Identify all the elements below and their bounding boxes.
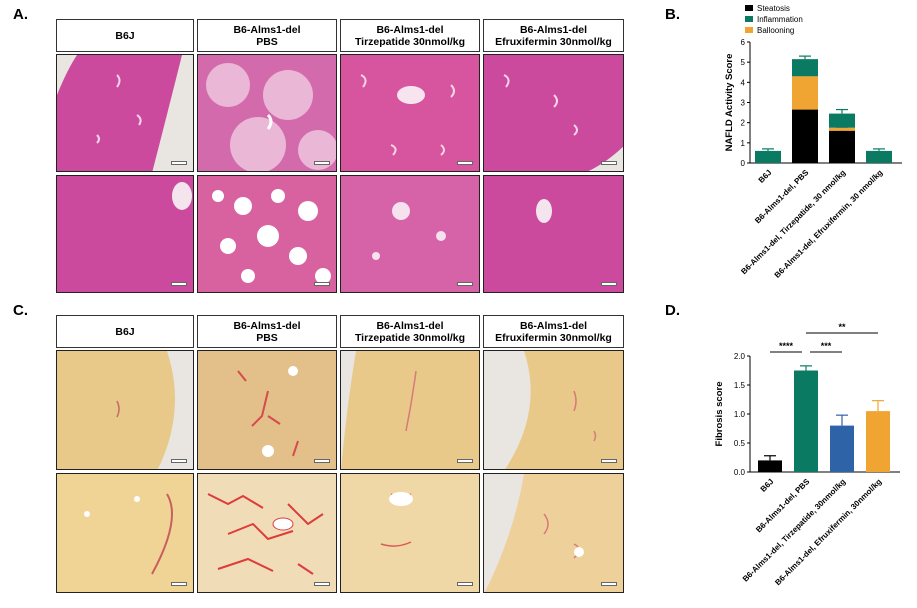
sirius-high-mag-pbs <box>197 473 337 593</box>
nafld-activity-chart: Steatosis Inflammation Ballooning 0 1 2 3 4 5 6 NA… <box>724 4 902 280</box>
y-tick-label: 6 <box>741 38 746 47</box>
sirius-low-mag-pbs <box>197 350 337 470</box>
header-line1: B6J <box>115 29 135 42</box>
significance-label: *** <box>821 341 832 351</box>
y-tick-label: 3 <box>741 99 746 108</box>
bar <box>830 425 854 472</box>
panel-letter-c: C. <box>13 302 28 319</box>
sirius-header-pbs: B6-Alms1-del PBS <box>197 315 337 348</box>
sirius-high-mag-b6j <box>56 473 194 593</box>
bar-inflammation <box>792 59 818 77</box>
y-tick-label: 2.0 <box>734 352 746 361</box>
he-header-b6j: B6J <box>56 19 194 52</box>
he-header-tirzepatide: B6-Alms1-del Tirzepatide 30nmol/kg <box>340 19 480 52</box>
bar-inflammation <box>755 150 781 163</box>
bar <box>794 370 818 472</box>
header-line1: B6-Alms1-del <box>233 319 301 332</box>
sirius-header-tirzepatide: B6-Alms1-del Tirzepatide 30nmol/kg <box>340 315 480 348</box>
y-tick-label: 0.0 <box>734 468 746 477</box>
header-line2: Tirzepatide 30nmol/kg <box>354 35 466 48</box>
legend-swatch-steatosis <box>745 5 753 11</box>
he-low-mag-b6j <box>56 54 194 172</box>
significance-label: **** <box>779 341 794 351</box>
sirius-low-mag-efruxifermin <box>483 350 624 470</box>
header-line2: Efruxifermin 30nmol/kg <box>495 35 612 48</box>
he-header-efruxifermin: B6-Alms1-del Efruxifermin 30nmol/kg <box>483 19 624 52</box>
legend-label-steatosis: Steatosis <box>757 4 790 13</box>
y-axis-label: NAFLD Activity Score <box>724 54 735 152</box>
y-tick-label: 0.5 <box>734 439 746 448</box>
legend-label-inflammation: Inflammation <box>757 15 803 24</box>
sirius-high-mag-tirzepatide <box>340 473 480 593</box>
he-header-pbs: B6-Alms1-del PBS <box>197 19 337 52</box>
x-tick-label: B6J <box>757 168 774 185</box>
header-line1: B6-Alms1-del <box>233 23 301 36</box>
y-tick-label: 1.5 <box>734 381 746 390</box>
header-line1: B6J <box>115 325 135 338</box>
header-line2: Tirzepatide 30nmol/kg <box>354 331 466 344</box>
panel-letter-b: B. <box>665 6 680 23</box>
bar-steatosis <box>792 109 818 163</box>
y-tick-label: 1 <box>741 139 746 148</box>
bar-steatosis <box>829 130 855 163</box>
sirius-low-mag-b6j <box>56 350 194 470</box>
he-high-mag-b6j <box>56 175 194 293</box>
bar-ballooning <box>792 76 818 110</box>
panel-letter-d: D. <box>665 302 680 319</box>
significance-label: ** <box>838 322 846 332</box>
header-line1: B6-Alms1-del <box>376 319 444 332</box>
bar-inflammation <box>866 150 892 163</box>
sirius-high-mag-efruxifermin <box>483 473 624 593</box>
header-line2: PBS <box>256 35 278 48</box>
he-high-mag-tirzepatide <box>340 175 480 293</box>
header-line1: B6-Alms1-del <box>519 23 588 36</box>
he-high-mag-pbs <box>197 175 337 293</box>
y-tick-label: 4 <box>741 78 746 87</box>
he-low-mag-tirzepatide <box>340 54 480 172</box>
header-line1: B6-Alms1-del <box>519 319 588 332</box>
he-low-mag-efruxifermin <box>483 54 624 172</box>
panel-letter-a: A. <box>13 6 28 23</box>
header-line2: Efruxifermin 30nmol/kg <box>495 331 612 344</box>
sirius-header-efruxifermin: B6-Alms1-del Efruxifermin 30nmol/kg <box>483 315 624 348</box>
bar <box>758 460 782 472</box>
header-line2: PBS <box>256 331 278 344</box>
y-tick-label: 2 <box>741 119 746 128</box>
y-axis-label: Fibrosis score <box>714 382 725 447</box>
header-line1: B6-Alms1-del <box>376 23 444 36</box>
he-high-mag-efruxifermin <box>483 175 624 293</box>
he-low-mag-pbs <box>197 54 337 172</box>
bar <box>866 411 890 472</box>
legend-swatch-inflammation <box>745 16 753 22</box>
y-tick-label: 0 <box>741 159 746 168</box>
bar-inflammation <box>829 113 855 128</box>
bar-ballooning <box>829 127 855 131</box>
y-tick-label: 1.0 <box>734 410 746 419</box>
legend-swatch-ballooning <box>745 27 753 33</box>
legend-label-ballooning: Ballooning <box>757 26 794 35</box>
y-tick-label: 5 <box>741 58 746 67</box>
x-tick-label: B6J <box>759 477 776 494</box>
sirius-header-b6j: B6J <box>56 315 194 348</box>
sirius-low-mag-tirzepatide <box>340 350 480 470</box>
